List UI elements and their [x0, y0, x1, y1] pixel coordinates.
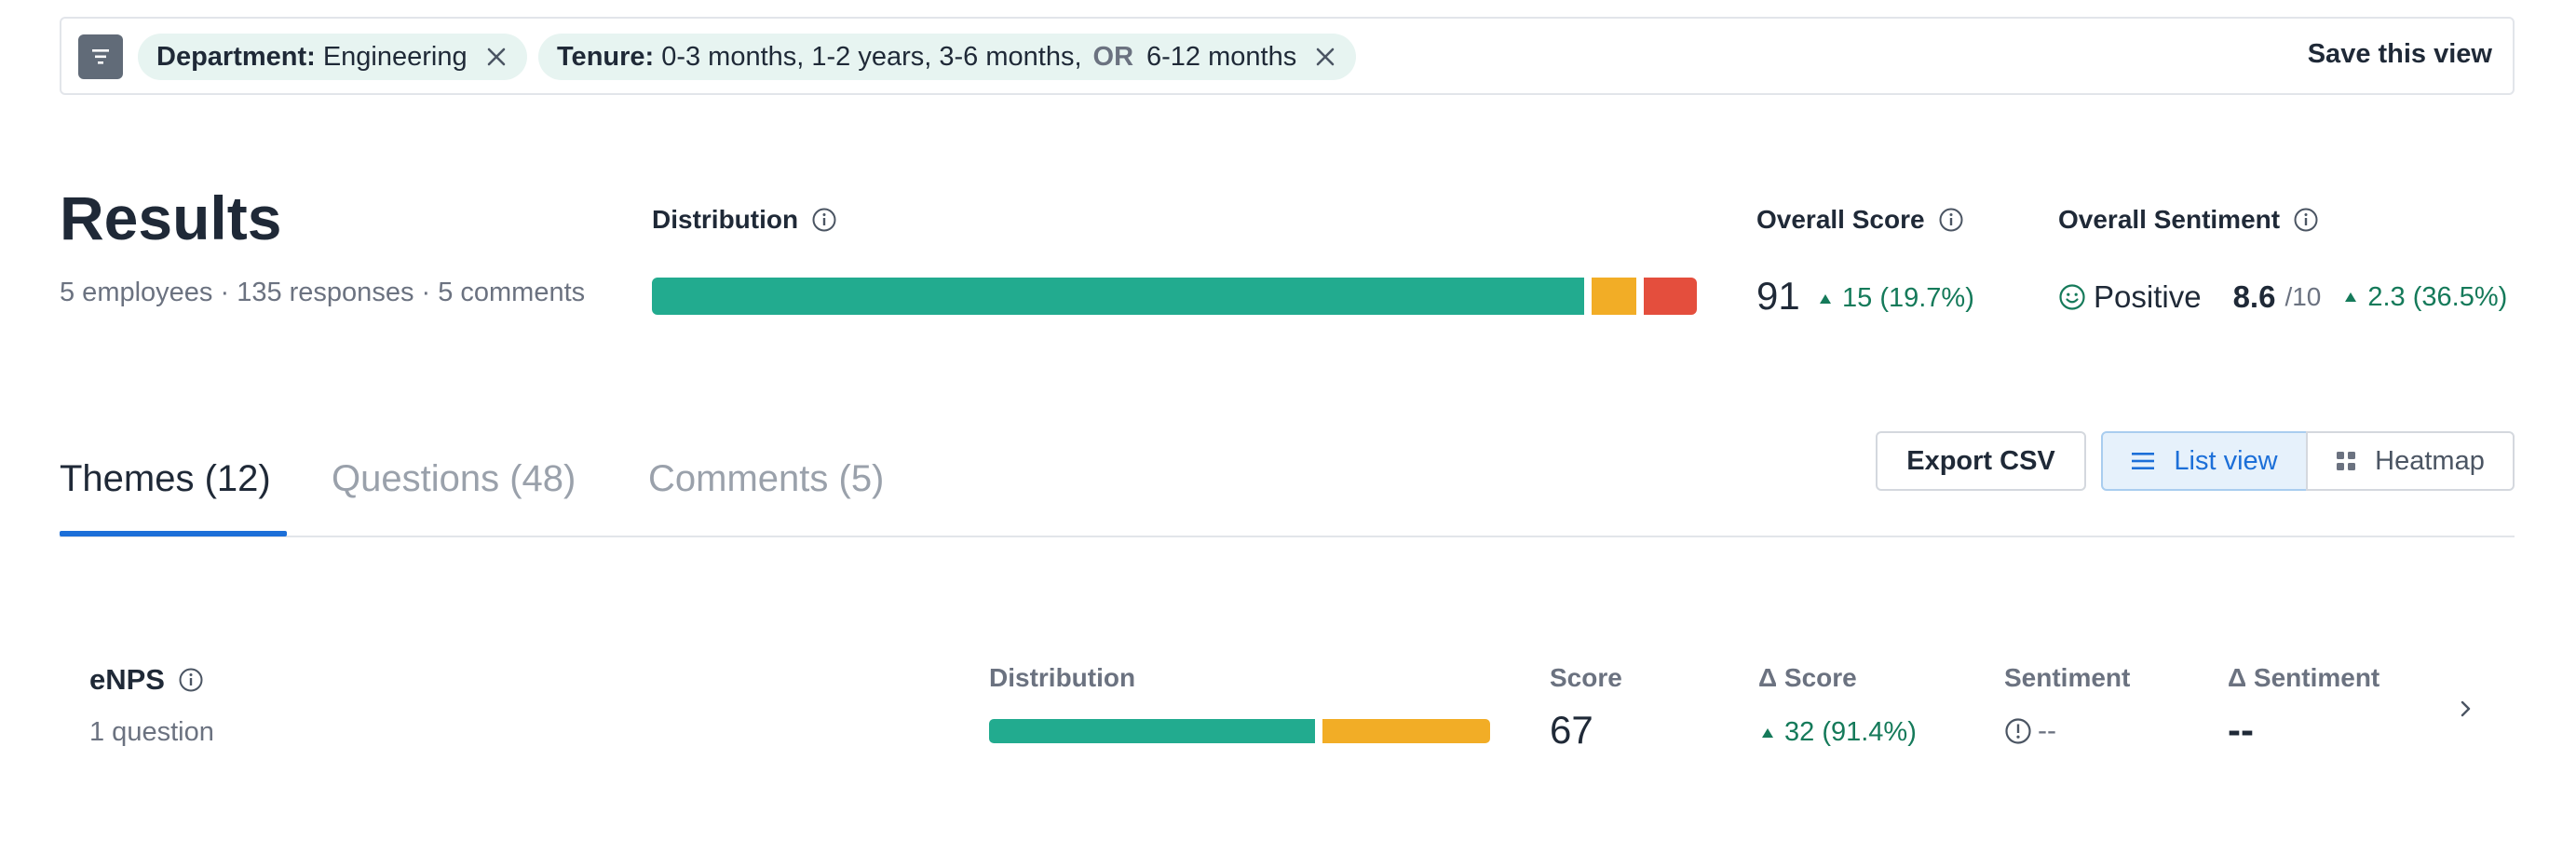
sentiment-label: Positive [2094, 279, 2202, 314]
distribution-label-text: Distribution [652, 205, 799, 234]
col-header-score: Score [1550, 663, 1622, 692]
up-arrow-icon [2345, 292, 2357, 302]
filter-chip-key: Tenure: [557, 41, 655, 72]
theme-delta-score-text: 32 (91.4%) [1784, 717, 1917, 747]
tab-questions[interactable]: Questions (48) [332, 458, 576, 499]
theme-sentiment: -- [2004, 715, 2056, 747]
overall-score-value: 91 [1756, 274, 1800, 318]
filter-chip-key: Department: [156, 41, 316, 72]
distribution-segment-positive [989, 719, 1315, 743]
save-view-button[interactable]: Save this view [2307, 39, 2492, 69]
info-icon[interactable] [1938, 207, 1964, 233]
tab-comments[interactable]: Comments (5) [648, 458, 885, 499]
theme-score: 67 [1550, 708, 1593, 752]
close-icon[interactable] [1313, 45, 1337, 69]
filter-chip-value: Engineering [322, 41, 468, 72]
col-header-sentiment: Sentiment [2004, 663, 2131, 692]
overall-sentiment-label: Overall Sentiment [2058, 205, 2319, 235]
overall-sentiment-value: Positive 8.6 /10 2.3 (36.5%) [2058, 279, 2507, 315]
filter-icon[interactable] [78, 34, 123, 79]
distribution-label: Distribution [652, 205, 837, 235]
overall-score-label-text: Overall Score [1756, 205, 1925, 234]
info-icon[interactable] [2293, 207, 2319, 233]
active-tab-indicator [60, 531, 287, 536]
theme-delta-sentiment: -- [2228, 708, 2254, 752]
grid-icon [2337, 452, 2356, 470]
theme-distribution-bar[interactable] [989, 719, 1490, 743]
overall-sentiment-label-text: Overall Sentiment [2058, 205, 2281, 234]
col-header-delta-sentiment: Δ Sentiment [2228, 663, 2380, 692]
chevron-right-icon[interactable] [2457, 695, 2475, 727]
filter-chip-tenure[interactable]: Tenure: 0-3 months, 1-2 years, 3-6 month… [538, 34, 1357, 80]
theme-delta-score: 32 (91.4%) [1762, 717, 1917, 748]
heatmap-label: Heatmap [2375, 445, 2485, 476]
distribution-segment-neutral [1592, 278, 1636, 315]
up-arrow-icon [1762, 727, 1773, 738]
theme-title-text: eNPS [89, 663, 165, 696]
list-view-label: List view [2174, 445, 2278, 476]
results-meta: 5 employees · 135 responses · 5 comments [60, 278, 586, 307]
tabs-divider [60, 536, 2515, 537]
filter-chip-value: 0-3 months, 1-2 years, 3-6 months, [661, 41, 1082, 72]
col-header-delta-score: Δ Score [1758, 663, 1857, 692]
overall-score-label: Overall Score [1756, 205, 1964, 235]
filter-bar: Department: Engineering Tenure: 0-3 mont… [60, 17, 2515, 95]
heatmap-button[interactable]: Heatmap [2306, 431, 2515, 491]
theme-subtitle: 1 question [89, 717, 214, 747]
distribution-segment-positive [652, 278, 1584, 315]
list-view-button[interactable]: List view [2101, 431, 2308, 491]
col-header-distribution: Distribution [989, 663, 1136, 692]
overall-score-delta-text: 15 (19.7%) [1842, 283, 1974, 313]
page-title: Results [60, 183, 282, 252]
distribution-segment-negative [1644, 278, 1697, 315]
overall-score-delta: 15 (19.7%) [1820, 283, 1974, 314]
info-icon[interactable] [178, 667, 204, 693]
overall-sentiment-delta-text: 2.3 (36.5%) [2367, 281, 2508, 312]
filter-chip-or: OR [1092, 41, 1134, 72]
export-csv-button[interactable]: Export CSV [1876, 431, 2086, 491]
list-icon [2132, 453, 2155, 469]
overall-distribution-bar[interactable] [652, 278, 1697, 315]
info-icon[interactable] [811, 207, 837, 233]
theme-title[interactable]: eNPS [89, 663, 204, 697]
up-arrow-icon [1820, 293, 1831, 304]
sentiment-unit: /10 [2285, 282, 2322, 311]
sentiment-score: 8.6 [2232, 279, 2276, 314]
alert-icon[interactable] [2004, 717, 2032, 745]
theme-sentiment-text: -- [2038, 715, 2056, 746]
filter-chip-value-2: 6-12 months [1146, 41, 1297, 72]
overall-sentiment-delta: 2.3 (36.5%) [2345, 282, 2507, 313]
smiley-icon [2059, 284, 2085, 310]
distribution-segment-neutral [1322, 719, 1490, 743]
tab-themes[interactable]: Themes (12) [60, 458, 271, 499]
close-icon[interactable] [484, 45, 508, 69]
filter-chip-department[interactable]: Department: Engineering [138, 34, 527, 80]
